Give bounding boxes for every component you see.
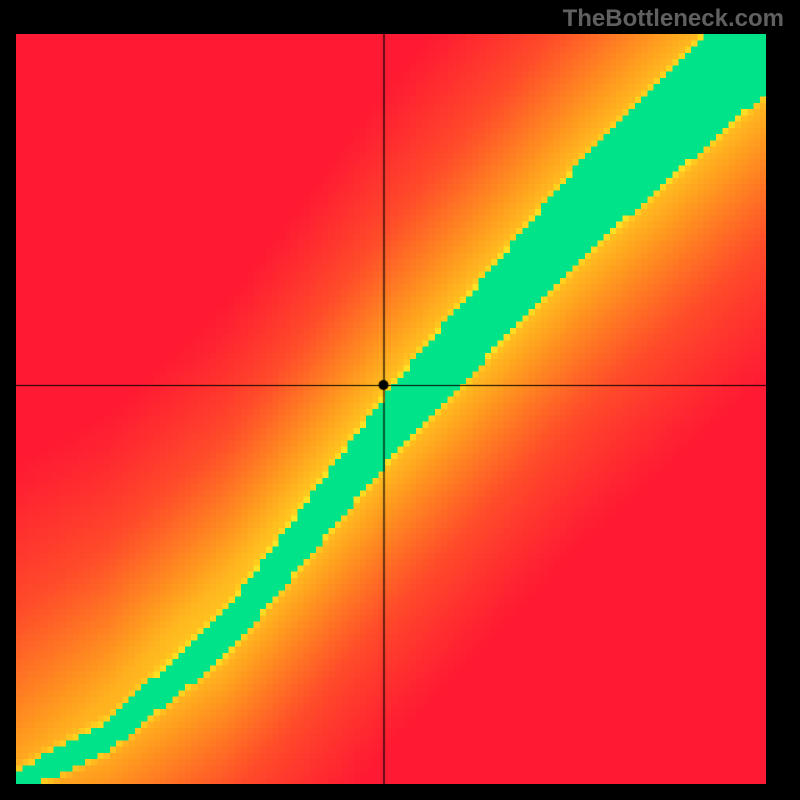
chart-container: TheBottleneck.com	[0, 0, 800, 800]
bottleneck-heatmap	[16, 34, 766, 784]
watermark-text: TheBottleneck.com	[563, 5, 784, 33]
